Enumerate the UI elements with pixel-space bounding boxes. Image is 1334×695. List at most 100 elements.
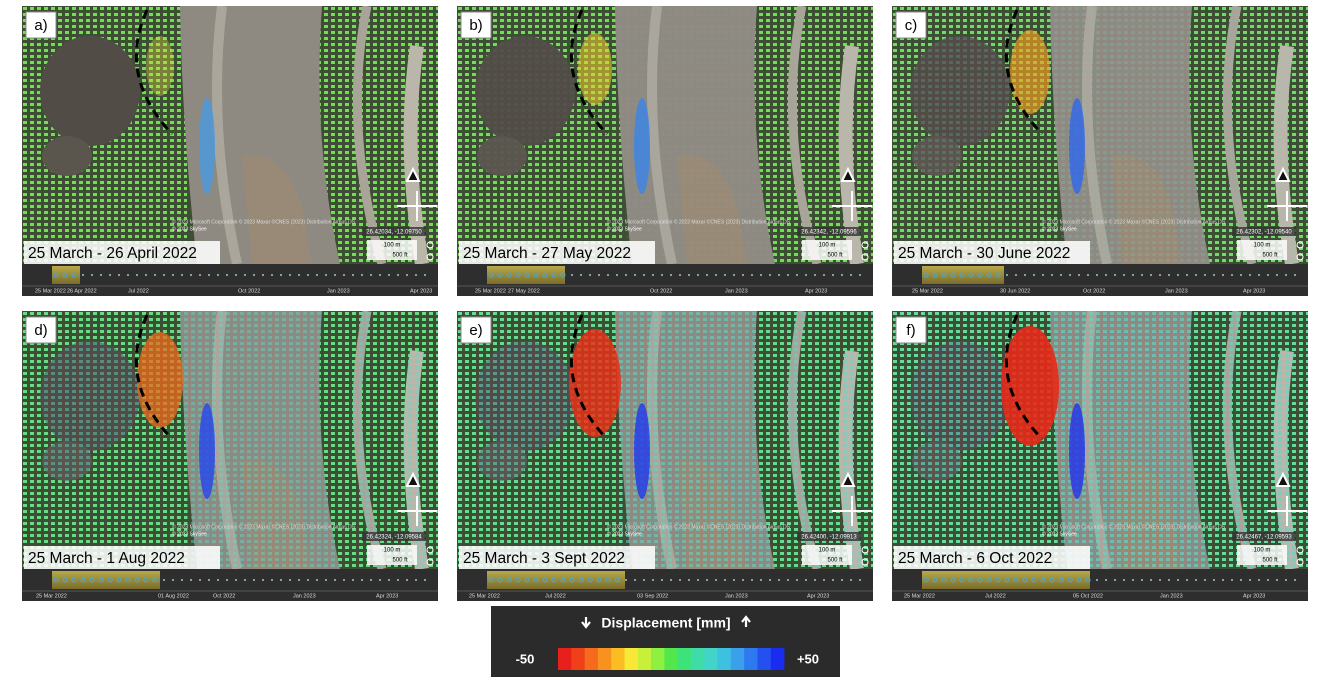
timeline-dot (923, 577, 929, 583)
timeline-label: Jan 2023 (725, 288, 748, 294)
timeline-dot (1051, 274, 1053, 276)
zoom-out[interactable] (1296, 558, 1304, 566)
timeline-dot (625, 579, 627, 581)
timeline-dot (932, 272, 938, 278)
zoom-in[interactable] (1296, 546, 1304, 554)
zoom-in[interactable] (426, 546, 434, 554)
timeline-label: 30 Jun 2022 (1000, 288, 1030, 294)
provider: © 2023 SkySee (1042, 225, 1077, 232)
timeline-dot (614, 577, 620, 583)
timeline-dot (91, 274, 93, 276)
timeline-dot (208, 274, 210, 276)
coordinates: 26.42324, -12.09584 (366, 535, 422, 541)
timeline-dot (977, 577, 983, 583)
map: © 2023 Microsoft Corporation © 2023 Maxa… (892, 6, 1308, 264)
timeline-dot (941, 272, 947, 278)
timeline-dot (1078, 274, 1080, 276)
scale-imperial: 500 ft (1262, 253, 1277, 259)
timeline-dot (587, 577, 593, 583)
coordinates: 26.42034, -12.09750 (366, 230, 422, 236)
timeline-dot (715, 579, 717, 581)
timeline-dot (298, 274, 300, 276)
timeline-label: Jul 2022 (985, 593, 1006, 599)
timeline-dot (1132, 579, 1134, 581)
timeline-dot (751, 579, 753, 581)
timeline-dot (823, 274, 825, 276)
map-panel: © 2023 Microsoft Corporation © 2023 Maxa… (892, 6, 1308, 296)
timeline-label: 25 Mar 2022 (35, 288, 66, 294)
timeline-dot (208, 579, 210, 581)
timeline-dot (1123, 579, 1125, 581)
timeline-dot (941, 577, 947, 583)
slide-zone (1010, 30, 1050, 114)
timeline-dot (607, 274, 609, 276)
timeline-dot (379, 274, 381, 276)
timeline-dot (1123, 274, 1125, 276)
timeline-dot (62, 577, 68, 583)
timeline-dot (1087, 274, 1089, 276)
timeline-dot (515, 272, 521, 278)
timeline-dot (1249, 274, 1251, 276)
timeline-dot (107, 577, 113, 583)
timeline-dot (1159, 579, 1161, 581)
map: © 2023 Microsoft Corporation © 2023 Maxa… (892, 311, 1308, 569)
legend-max: +50 (797, 651, 819, 666)
timeline-dot (262, 579, 264, 581)
zoom-out[interactable] (426, 558, 434, 566)
zoom-in[interactable] (1296, 241, 1304, 249)
timeline-dot (1141, 274, 1143, 276)
timeline-label: 25 Mar 2022 (469, 593, 500, 599)
timeline-label: Oct 2022 (1083, 288, 1105, 294)
zoom-out[interactable] (861, 558, 869, 566)
timeline-dot (986, 272, 992, 278)
timeline-dot (1114, 579, 1116, 581)
zoom-in[interactable] (861, 546, 869, 554)
provider: © 2023 SkySee (1042, 530, 1077, 537)
timeline-dot (100, 274, 102, 276)
rock-area (40, 36, 140, 146)
cyan-tint (457, 6, 873, 264)
timeline-dot (1195, 274, 1197, 276)
timeline-label: 05 Oct 2022 (1073, 593, 1103, 599)
zoom-out[interactable] (1296, 253, 1304, 261)
timeline-dot (253, 274, 255, 276)
timeline-dot (661, 274, 663, 276)
timeline-dot (361, 274, 363, 276)
scale-imperial: 500 ft (827, 558, 842, 564)
timeline-dot (325, 274, 327, 276)
timeline-dot (352, 274, 354, 276)
timeline-dot (172, 274, 174, 276)
zoom-in[interactable] (861, 241, 869, 249)
timeline-dot (796, 274, 798, 276)
colorbar-cell (717, 648, 732, 670)
timeline-dot (1040, 577, 1046, 583)
timeline-dot (109, 274, 111, 276)
timeline-dot (724, 274, 726, 276)
timeline-dot (688, 579, 690, 581)
colorbar-cell (584, 648, 599, 670)
timeline-dot (859, 274, 861, 276)
timeline-dot (1222, 579, 1224, 581)
zoom-in[interactable] (426, 241, 434, 249)
timeline-dot (1067, 577, 1073, 583)
zoom-out[interactable] (426, 253, 434, 261)
timeline-dot (244, 274, 246, 276)
timeline-dot (515, 577, 521, 583)
timeline-dot (589, 274, 591, 276)
timeline-dot (217, 579, 219, 581)
colorbar-cell (730, 648, 745, 670)
timeline-dot (1177, 579, 1179, 581)
attribution: © 2023 Microsoft Corporation © 2023 Maxa… (172, 523, 356, 530)
compass (397, 471, 437, 526)
timeline-selection (52, 266, 80, 284)
timeline-dot (199, 579, 201, 581)
provider: © 2023 SkySee (607, 530, 642, 537)
timeline-dot (307, 274, 309, 276)
timeline-dot (643, 274, 645, 276)
timeline-dot (778, 579, 780, 581)
scale-box (802, 240, 852, 260)
zoom-out[interactable] (861, 253, 869, 261)
timeline-dot (316, 274, 318, 276)
colorbar-cell (611, 648, 625, 670)
